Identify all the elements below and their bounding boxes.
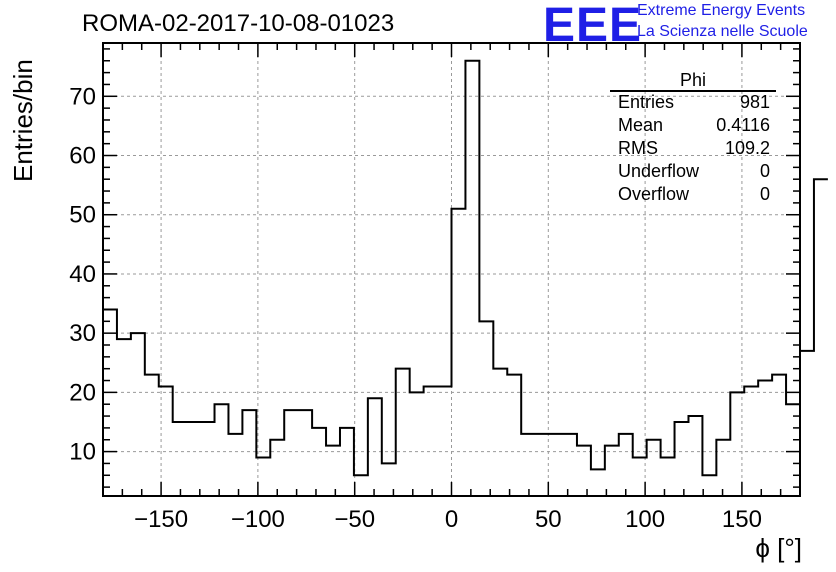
stats-value: 109.2	[724, 138, 770, 158]
y-tick-label: 60	[69, 143, 96, 170]
stats-key: RMS	[618, 138, 658, 158]
x-tick-label: −100	[231, 506, 285, 533]
y-tick-label: 70	[69, 83, 96, 110]
x-axis-label: ϕ [°]	[755, 533, 802, 563]
stats-value: 0.4116	[716, 115, 770, 135]
histogram-series	[103, 59, 828, 477]
stats-key: Entries	[618, 92, 675, 112]
x-tick-label: 0	[445, 506, 458, 533]
stats-key: Underflow	[618, 161, 700, 181]
x-tick-label: 50	[535, 506, 562, 533]
x-tick-label: −150	[134, 506, 188, 533]
stats-value: 981	[739, 92, 770, 112]
chart-title: ROMA-02-2017-10-08-01023	[82, 10, 395, 37]
x-tick-label: 100	[625, 506, 665, 533]
y-tick-label: 40	[69, 261, 96, 288]
axis-ticks	[102, 43, 801, 496]
y-tick-label: 50	[69, 202, 96, 229]
y-tick-label: 10	[69, 439, 96, 466]
x-tick-label: 150	[722, 506, 762, 533]
stats-title: Phi	[679, 70, 706, 90]
stats-value: 0	[759, 161, 770, 181]
eee-logo: EEE	[543, 0, 643, 52]
stats-key: Mean	[618, 115, 664, 135]
stats-key: Overflow	[618, 184, 690, 204]
y-axis-label: Entries/bin	[8, 59, 38, 182]
logo-caption-2: La Scienza nelle Scuole	[637, 23, 808, 40]
stats-value: 0	[759, 184, 770, 204]
y-tick-label: 20	[69, 379, 96, 406]
tick-labels: −150 −100 −50 0 50 100 150 10 20 30 40 50 60 70	[69, 83, 762, 533]
logo-caption-1: Extreme Energy Events	[637, 2, 806, 19]
stats-divider	[610, 90, 776, 92]
y-tick-label: 30	[69, 320, 96, 347]
x-tick-label: −50	[334, 506, 375, 533]
